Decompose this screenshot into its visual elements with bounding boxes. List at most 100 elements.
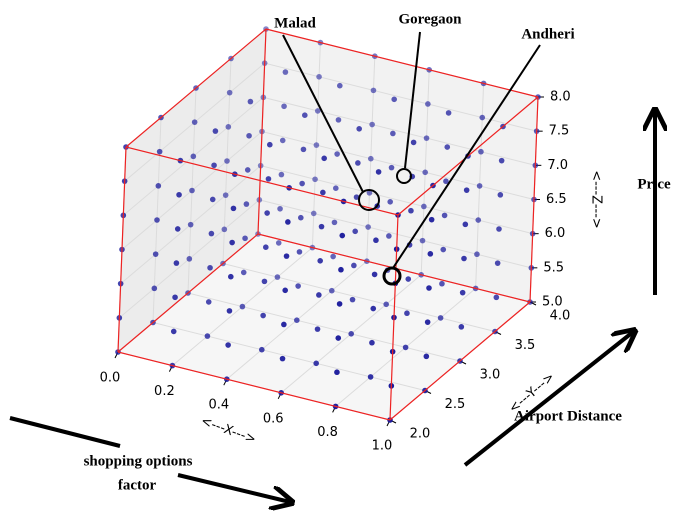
point bbox=[282, 287, 289, 294]
point bbox=[426, 285, 432, 291]
point bbox=[318, 223, 325, 230]
point bbox=[316, 73, 322, 80]
point bbox=[474, 251, 480, 258]
point bbox=[439, 280, 445, 287]
point bbox=[437, 315, 444, 321]
point bbox=[298, 214, 304, 221]
point bbox=[285, 219, 291, 225]
point bbox=[349, 296, 356, 303]
point bbox=[443, 178, 449, 185]
point bbox=[337, 82, 343, 89]
point bbox=[281, 321, 287, 328]
point bbox=[259, 346, 265, 353]
point bbox=[209, 196, 216, 203]
annotation: factor bbox=[118, 477, 157, 493]
x-tick-label: 0.6 bbox=[263, 411, 284, 426]
x-tick-label: 0.4 bbox=[208, 398, 229, 413]
point bbox=[317, 258, 324, 264]
point bbox=[494, 260, 501, 266]
point bbox=[476, 183, 483, 189]
point bbox=[444, 144, 451, 150]
annotation: Goregaon bbox=[398, 11, 462, 27]
point bbox=[260, 312, 266, 319]
point bbox=[475, 217, 482, 223]
point bbox=[425, 101, 431, 107]
point bbox=[263, 244, 269, 250]
point bbox=[355, 160, 361, 166]
z-axis-label: <---Z---> bbox=[589, 170, 604, 229]
point bbox=[296, 249, 303, 255]
box-edge bbox=[265, 28, 539, 98]
point bbox=[205, 299, 212, 305]
point bbox=[351, 262, 357, 269]
point bbox=[313, 142, 320, 148]
point bbox=[190, 153, 197, 160]
point bbox=[497, 192, 504, 198]
point bbox=[207, 264, 213, 271]
highlight-circle bbox=[396, 168, 412, 184]
point bbox=[279, 355, 286, 362]
point bbox=[383, 301, 390, 308]
z-tick-label: 7.0 bbox=[547, 158, 568, 173]
point bbox=[243, 201, 250, 207]
point bbox=[421, 203, 427, 210]
leader-line bbox=[282, 34, 364, 193]
point bbox=[463, 187, 470, 193]
point bbox=[226, 308, 233, 314]
point bbox=[405, 276, 412, 282]
point bbox=[151, 285, 158, 292]
point bbox=[155, 183, 162, 189]
point bbox=[408, 207, 414, 214]
x-tick-label: 0.0 bbox=[100, 371, 121, 386]
point bbox=[186, 256, 193, 262]
point bbox=[348, 331, 355, 337]
point bbox=[314, 108, 321, 114]
point bbox=[370, 87, 377, 94]
box-edge bbox=[529, 96, 539, 303]
box-edge bbox=[389, 301, 531, 421]
x-axis-label: <---X---> bbox=[199, 414, 258, 448]
point bbox=[388, 164, 395, 171]
point bbox=[423, 135, 430, 141]
point bbox=[261, 278, 268, 285]
x-tick-label: 0.2 bbox=[154, 384, 175, 399]
point bbox=[295, 283, 301, 289]
point bbox=[365, 224, 371, 230]
arrow bbox=[463, 332, 633, 467]
point bbox=[440, 246, 447, 253]
point bbox=[310, 210, 317, 217]
point bbox=[226, 89, 233, 96]
box-edge bbox=[117, 351, 391, 421]
point bbox=[368, 155, 374, 162]
point bbox=[333, 185, 339, 191]
point bbox=[208, 230, 215, 237]
point bbox=[419, 237, 426, 244]
point bbox=[373, 237, 379, 244]
point bbox=[330, 253, 336, 260]
point bbox=[320, 189, 326, 196]
y-tick-label: 2.0 bbox=[410, 427, 431, 442]
point bbox=[338, 266, 344, 273]
point bbox=[283, 253, 290, 259]
highlight-circle bbox=[358, 189, 380, 211]
point bbox=[314, 326, 321, 332]
point bbox=[386, 233, 392, 239]
point bbox=[422, 169, 429, 176]
z-tick-label: 6.5 bbox=[546, 192, 567, 207]
annotation: Price bbox=[637, 176, 671, 192]
point bbox=[335, 335, 342, 341]
point bbox=[352, 228, 359, 235]
box-edge bbox=[117, 146, 127, 353]
point bbox=[246, 132, 252, 139]
y-tick-label: 2.5 bbox=[445, 397, 466, 412]
point bbox=[240, 269, 247, 276]
z-tick-label: 5.0 bbox=[542, 295, 563, 310]
z-tick-label: 5.5 bbox=[543, 260, 564, 275]
point bbox=[239, 303, 246, 310]
z-tick-label: 7.5 bbox=[549, 124, 570, 139]
point bbox=[244, 167, 251, 173]
point bbox=[225, 342, 231, 348]
point bbox=[228, 273, 234, 280]
point bbox=[174, 226, 181, 232]
annotation: Malad bbox=[274, 15, 316, 31]
